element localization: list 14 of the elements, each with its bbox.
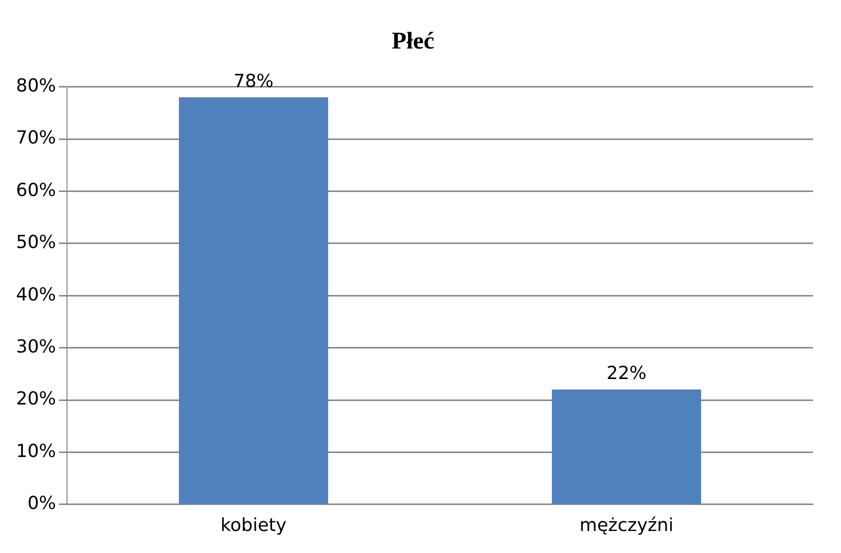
y-tick-label: 10% bbox=[16, 440, 56, 462]
y-tick-label: 20% bbox=[16, 388, 56, 410]
data-label: 78% bbox=[234, 70, 274, 92]
y-tick-label: 50% bbox=[16, 232, 56, 254]
chart-title: Płeć bbox=[392, 28, 435, 55]
x-tick-label: mężczyźni bbox=[580, 514, 674, 536]
y-tick-label: 80% bbox=[16, 75, 56, 96]
y-tick-label: 60% bbox=[16, 180, 56, 201]
y-tick-label: 30% bbox=[16, 336, 56, 358]
y-tick-label: 70% bbox=[16, 128, 56, 149]
data-label: 22% bbox=[606, 363, 647, 384]
x-tick-label: kobiety bbox=[220, 514, 287, 536]
y-tick-label: 40% bbox=[16, 284, 56, 306]
y-tick-label: 0% bbox=[27, 493, 56, 514]
